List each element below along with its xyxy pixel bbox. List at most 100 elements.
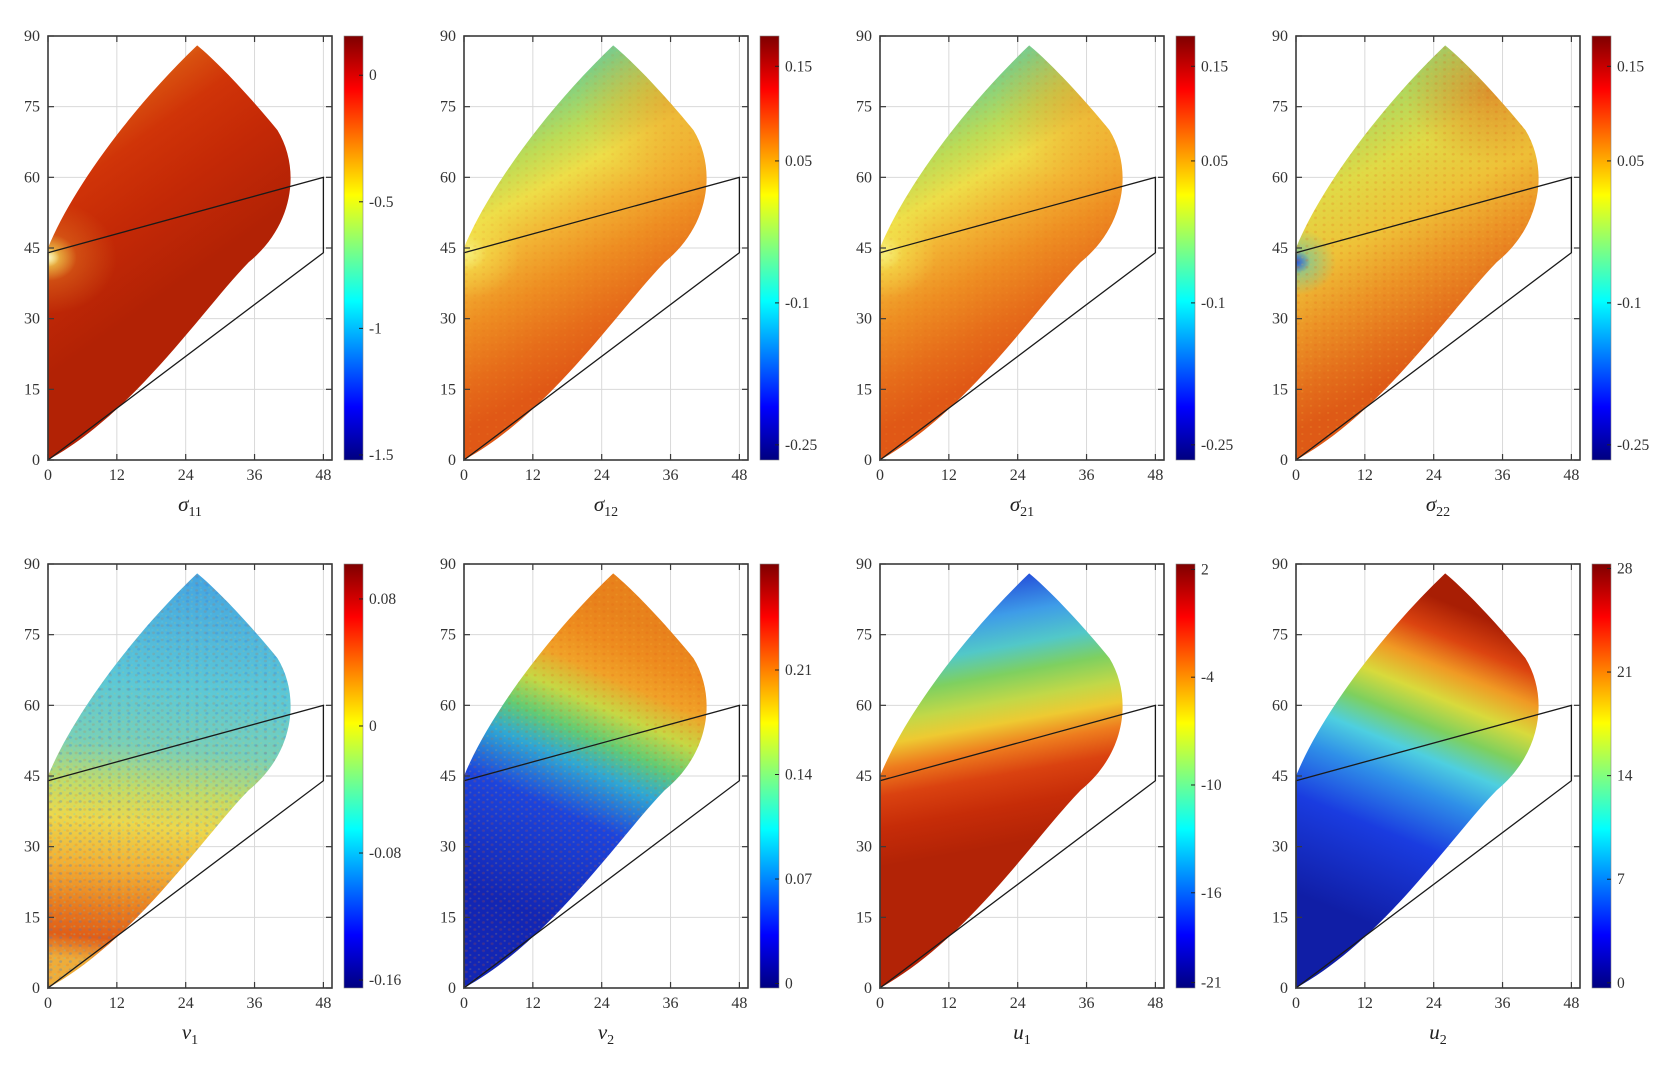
colorbar-tick-label: 0.05	[1617, 153, 1644, 170]
y-tick-label: 60	[440, 697, 456, 714]
colorbar	[343, 563, 364, 989]
x-tick-label: 12	[1357, 995, 1373, 1012]
colorbar-tick-label: -0.25	[1617, 437, 1650, 454]
y-tick-label: 60	[24, 697, 40, 714]
field-hotspot	[48, 248, 60, 267]
colorbar	[759, 563, 780, 989]
colorbar-tick-label: 2	[1201, 561, 1209, 578]
colorbar-tick-label: 0.05	[785, 153, 812, 170]
x-tick-label: 24	[1426, 995, 1442, 1012]
deformed-surface	[1296, 573, 1539, 988]
x-tick-label: 0	[460, 467, 468, 484]
colorbar-layer: 0 -0.5 -1 -1.5	[343, 35, 394, 464]
colorbar-layer: 2 -4 -10 -16 -21	[1175, 561, 1222, 992]
plot-title: σ22	[1426, 492, 1450, 520]
y-tick-label: 15	[440, 381, 456, 398]
x-tick-label: 24	[1426, 467, 1442, 484]
colorbar-tick-label: -0.25	[1201, 437, 1234, 454]
x-tick-label: 36	[1495, 467, 1511, 484]
colorbar	[1175, 563, 1196, 989]
y-tick-label: 75	[1272, 99, 1288, 116]
subplot-svg: 0 12 24 36 48 0 15 30 45 60 75 90 28 21 14 7 0 u2	[1272, 556, 1633, 1048]
y-tick-label: 45	[440, 768, 456, 785]
colorbar	[1175, 35, 1196, 461]
plot-title: u1	[1013, 1020, 1031, 1048]
colorbar-tick-label: 0	[785, 976, 793, 993]
x-tick-label: 36	[1079, 995, 1095, 1012]
colorbar-tick-label: 0.07	[785, 871, 812, 888]
plot-title-base: u	[1013, 1020, 1024, 1044]
subplot: 0 12 24 36 48 0 15 30 45 60 75 90 0.21 0.14 0.07 0 v2	[416, 538, 832, 1066]
y-tick-label: 90	[1272, 556, 1288, 573]
y-tick-label: 30	[440, 839, 456, 856]
colorbar-tick-label: 21	[1617, 664, 1633, 681]
plot-title-base: u	[1429, 1020, 1440, 1044]
y-tick-label: 75	[856, 627, 872, 644]
y-tick-label: 90	[440, 556, 456, 573]
y-tick-label: 0	[864, 452, 872, 469]
plot-title-subscript: 1	[191, 1033, 198, 1048]
colorbar	[343, 35, 364, 461]
plot-title: u2	[1429, 1020, 1447, 1048]
x-tick-label: 12	[525, 995, 541, 1012]
subplot-svg: 0 12 24 36 48 0 15 30 45 60 75 90 2 -4 -10 -16 -21 u1	[856, 556, 1222, 1048]
y-tick-label: 60	[856, 697, 872, 714]
x-tick-label: 48	[315, 995, 331, 1012]
colorbar-layer: 28 21 14 7 0	[1591, 560, 1633, 992]
subplot-svg: 0 12 24 36 48 0 15 30 45 60 75 90 0.08 0 -0.08 -0.16 v…	[24, 556, 402, 1048]
subplot: 0 12 24 36 48 0 15 30 45 60 75 90 2 -4 -10 -16 -21 u1	[832, 538, 1248, 1066]
subplot: 0 12 24 36 48 0 15 30 45 60 75 90 0.08 0 -0.08 -0.16 v…	[0, 538, 416, 1066]
colorbar-tick-label: 0.15	[1617, 58, 1644, 75]
colorbar-tick-label: 0.15	[1201, 58, 1228, 75]
x-tick-label: 24	[1010, 467, 1026, 484]
axis-layer: 0 12 24 36 48 0 15 30 45 60 75 90	[440, 28, 749, 484]
axis-layer: 0 12 24 36 48 0 15 30 45 60 75 90	[856, 556, 1165, 1012]
axis-layer: 0 12 24 36 48 0 15 30 45 60 75 90	[24, 556, 333, 1012]
speckle-noise-overlay	[464, 573, 707, 988]
subplot: 0 12 24 36 48 0 15 30 45 60 75 90 0.15 0.05 -0.1 -0.25…	[416, 10, 832, 538]
data-layer	[458, 573, 756, 993]
y-tick-label: 90	[24, 28, 40, 45]
y-tick-label: 75	[856, 99, 872, 116]
colorbar-tick-label: -10	[1201, 777, 1222, 794]
x-tick-label: 48	[731, 467, 747, 484]
plot-title-base: v	[182, 1020, 192, 1044]
y-tick-label: 0	[1280, 980, 1288, 997]
x-tick-label: 0	[876, 467, 884, 484]
y-tick-label: 75	[440, 627, 456, 644]
x-tick-label: 48	[1563, 995, 1579, 1012]
subplot: 0 12 24 36 48 0 15 30 45 60 75 90 28 21 14 7 0 u2	[1248, 538, 1664, 1066]
subplot: 0 12 24 36 48 0 15 30 45 60 75 90 0.15 0.05 -0.1 -0.25…	[1248, 10, 1664, 538]
y-tick-label: 45	[1272, 240, 1288, 257]
x-tick-label: 12	[1357, 467, 1373, 484]
x-tick-label: 24	[594, 995, 610, 1012]
y-tick-label: 15	[24, 909, 40, 926]
x-tick-label: 24	[178, 995, 194, 1012]
data-layer	[1256, 45, 1589, 465]
y-tick-label: 90	[440, 28, 456, 45]
colorbar-tick-label: -4	[1201, 669, 1214, 686]
data-layer	[416, 45, 762, 465]
subplot-svg: 0 12 24 36 48 0 15 30 45 60 75 90 0 -0.5 -1 -1.5 σ11	[24, 28, 394, 520]
x-tick-label: 0	[1292, 995, 1300, 1012]
axis-layer: 0 12 24 36 48 0 15 30 45 60 75 90	[440, 556, 749, 1012]
colorbar-tick-label: 0.21	[785, 662, 812, 679]
x-tick-label: 0	[460, 995, 468, 1012]
y-tick-label: 0	[448, 980, 456, 997]
y-tick-label: 15	[856, 909, 872, 926]
data-layer	[832, 45, 1178, 465]
plot-title: σ11	[178, 492, 202, 520]
y-tick-label: 90	[24, 556, 40, 573]
y-tick-label: 60	[1272, 697, 1288, 714]
x-tick-label: 24	[1010, 995, 1026, 1012]
colorbar-tick-label: -21	[1201, 975, 1222, 992]
y-tick-label: 30	[24, 311, 40, 328]
y-tick-label: 60	[1272, 169, 1288, 186]
y-tick-label: 45	[1272, 768, 1288, 785]
plot-title-subscript: 12	[604, 505, 618, 520]
plot-title: v1	[182, 1020, 198, 1048]
x-tick-label: 12	[941, 467, 957, 484]
x-tick-label: 24	[594, 467, 610, 484]
subplot-svg: 0 12 24 36 48 0 15 30 45 60 75 90 0.15 0.05 -0.1 -0.25…	[832, 28, 1234, 520]
field-hotspot	[48, 200, 117, 314]
